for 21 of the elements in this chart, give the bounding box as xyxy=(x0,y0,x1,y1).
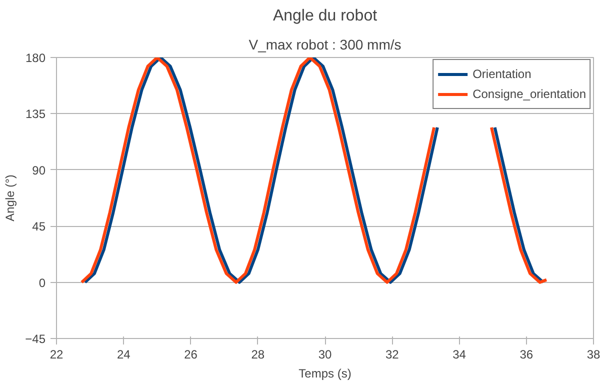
y-tick-label: 45 xyxy=(32,220,46,234)
chart-subtitle: V_max robot : 300 mm/s xyxy=(248,36,402,52)
legend-label: Orientation xyxy=(472,67,532,81)
x-tick-label: 34 xyxy=(452,348,466,362)
y-tick-label: 135 xyxy=(25,107,46,122)
chart-title: Angle du robot xyxy=(272,8,378,24)
y-tick-label: 180 xyxy=(25,51,46,65)
x-tick-label: 38 xyxy=(586,348,600,362)
x-tick-label: 32 xyxy=(385,348,400,362)
x-tick-label: 30 xyxy=(318,348,332,362)
x-tick-label: 36 xyxy=(520,348,534,362)
y-tick-label: 90 xyxy=(32,163,46,178)
x-tick-label: 24 xyxy=(116,348,131,362)
y-axis-title: Angle (°) xyxy=(3,174,18,222)
legend-label: Consigne_orientation xyxy=(472,87,586,101)
y-tick-label: −45 xyxy=(25,332,46,346)
x-tick-label: 22 xyxy=(50,348,64,362)
x-tick-label: 28 xyxy=(251,348,265,362)
y-tick-label: 0 xyxy=(38,276,46,290)
x-tick-label: 26 xyxy=(184,348,198,362)
x-axis-title: Temps (s) xyxy=(298,366,352,380)
